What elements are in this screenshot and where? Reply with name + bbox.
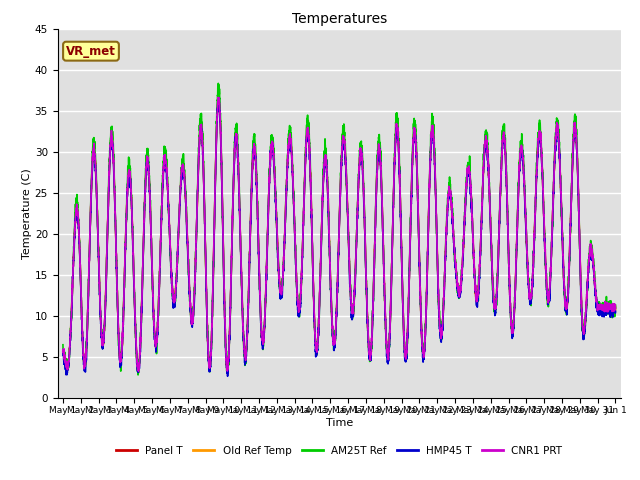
Title: Temperatures: Temperatures — [292, 12, 387, 26]
X-axis label: Time: Time — [326, 418, 353, 428]
Y-axis label: Temperature (C): Temperature (C) — [22, 168, 32, 259]
Legend: Panel T, Old Ref Temp, AM25T Ref, HMP45 T, CNR1 PRT: Panel T, Old Ref Temp, AM25T Ref, HMP45 … — [112, 442, 566, 460]
Text: VR_met: VR_met — [66, 45, 116, 58]
